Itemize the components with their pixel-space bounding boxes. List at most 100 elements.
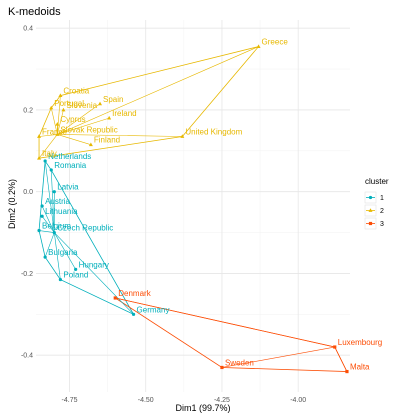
legend: cluster 1 2 3 (364, 177, 389, 230)
label-netherlands: Netherlands (48, 152, 91, 161)
label-italy: Italy (42, 149, 57, 158)
point-ireland (107, 115, 112, 120)
y-tick-label: -0.2 (21, 271, 33, 278)
point-finland (88, 142, 93, 147)
cluster-2-spoke (57, 134, 183, 137)
label-poland: Poland (63, 271, 88, 280)
label-france: France (42, 128, 67, 137)
label-croatia: Croatia (63, 87, 89, 96)
cluster-3-spoke (221, 346, 335, 368)
x-tick-labels: -4.75 -4.50 -4.25 -4.00 (62, 397, 307, 404)
legend-title: cluster (365, 177, 389, 186)
point-romania (49, 168, 53, 172)
cluster-1-spoke (54, 232, 76, 270)
legend-marker-3 (368, 221, 373, 226)
point-sweden (220, 365, 224, 370)
point-france (37, 134, 42, 138)
point-cyprus (55, 122, 60, 126)
point-bulgaria (43, 255, 47, 259)
x-tick-label: -4.75 (62, 397, 78, 404)
point-germany (131, 312, 136, 316)
point-latvia (52, 190, 56, 194)
cluster-1-spoke (44, 232, 55, 258)
point-malta (345, 369, 349, 374)
cluster-3-spoke (115, 297, 335, 348)
label-slovak-republic: Slovak Republic (60, 125, 117, 134)
cluster-1-spoke (41, 216, 55, 233)
y-tick-labels: 0.4 0.2 0.0 -0.2 -0.4 (21, 26, 33, 360)
x-tick-label: -4.25 (214, 397, 230, 404)
point-greece (256, 44, 261, 48)
cluster-1-spoke (50, 170, 55, 233)
legend-marker-2 (368, 208, 373, 212)
cluster-2-spoke (57, 109, 64, 135)
point-italy (37, 155, 42, 160)
label-lithuania: Lithuania (45, 207, 78, 216)
point-croatia (58, 93, 63, 98)
cluster-2-spoke (57, 46, 259, 135)
label-belgium: Belgium (42, 222, 71, 231)
label-finland: Finland (94, 136, 120, 145)
cluster-2-spoke (38, 134, 58, 159)
label-denmark: Denmark (118, 289, 151, 298)
point-spain (98, 101, 103, 106)
point-united-kingdom (180, 134, 185, 138)
label-germany: Germany (137, 305, 170, 314)
medoid-spokes (38, 46, 348, 372)
y-tick-label: 0.0 (23, 189, 33, 196)
legend-label-3: 3 (380, 221, 384, 228)
label-luxembourg: Luxembourg (338, 338, 382, 347)
cluster-2-spoke (50, 107, 58, 135)
cluster-1-spoke (39, 230, 55, 233)
y-tick-label: 0.4 (23, 26, 33, 33)
cluster-1-spoke (41, 205, 55, 233)
y-tick-label: -0.4 (21, 353, 33, 360)
point-lithuania (40, 214, 44, 218)
chart-title: K-medoids (8, 6, 61, 18)
label-spain: Spain (103, 95, 123, 104)
legend-marker-1 (368, 195, 373, 200)
point-luxembourg (333, 345, 337, 349)
cluster-2-spoke (57, 117, 110, 135)
label-malta: Malta (350, 363, 370, 372)
cluster-2-spoke (39, 134, 58, 137)
label-portugal: Portugal (54, 99, 84, 108)
x-axis-title: Dim1 (99.7%) (175, 403, 230, 413)
label-united-kingdom: United Kingdom (185, 128, 242, 137)
label-hungary: Hungary (79, 260, 109, 269)
point-portugal (49, 105, 54, 110)
x-tick-label: -4.00 (290, 397, 306, 404)
point-denmark (113, 296, 117, 300)
point-belgium (37, 228, 41, 233)
label-sweden: Sweden (225, 358, 254, 367)
point-poland (58, 277, 62, 282)
cluster-1-spoke (44, 160, 55, 233)
label-czech-republic: Czech Republic (57, 224, 113, 233)
x-tick-label: -4.50 (138, 397, 154, 404)
cluster-1-spoke (54, 232, 134, 315)
point-slovenia (61, 107, 66, 112)
cluster-3-spoke (334, 346, 348, 372)
point-slovak-republic (55, 132, 60, 136)
legend-label-1: 1 (380, 195, 384, 202)
label-romania: Romania (54, 161, 87, 170)
label-latvia: Latvia (57, 183, 79, 192)
y-axis-title: Dim2 (0.2%) (7, 179, 17, 229)
cluster-2-spoke (57, 103, 101, 135)
grid (36, 20, 350, 392)
label-ireland: Ireland (112, 109, 136, 118)
point-hungary (74, 267, 78, 271)
data-points (37, 44, 349, 374)
label-cyprus: Cyprus (60, 115, 85, 124)
cluster-2-spoke (57, 95, 61, 135)
point-netherlands (43, 159, 47, 163)
label-slovenia: Slovenia (66, 101, 97, 110)
label-greece: Greece (262, 38, 289, 47)
point-czech-republic (52, 230, 56, 235)
point-austria (40, 204, 44, 208)
y-tick-label: 0.2 (23, 107, 33, 114)
cluster-2-spoke (57, 134, 91, 145)
label-austria: Austria (45, 197, 70, 206)
